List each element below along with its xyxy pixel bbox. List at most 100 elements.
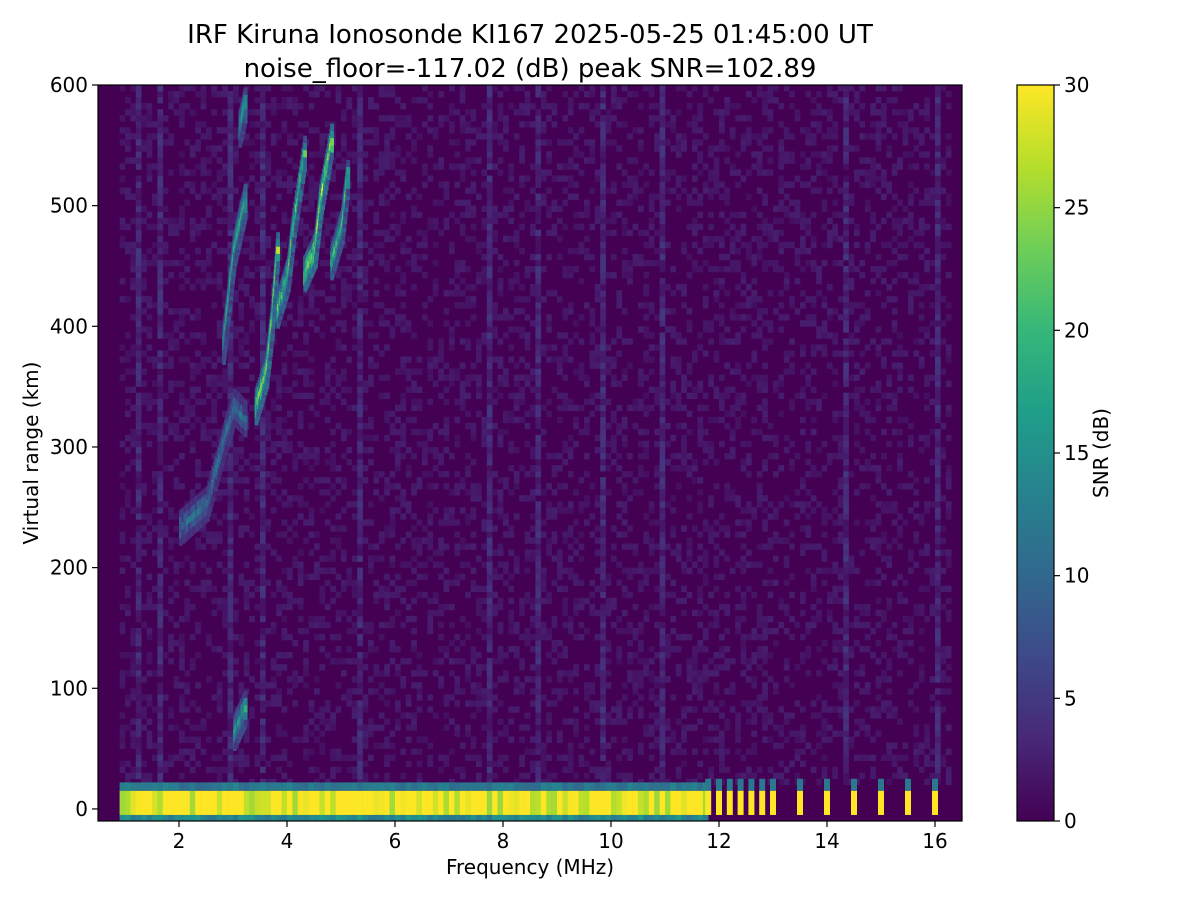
heatmap-cell bbox=[368, 139, 374, 146]
heatmap-cell bbox=[303, 193, 309, 200]
heatmap-cell bbox=[206, 676, 212, 683]
heatmap-cell bbox=[432, 507, 439, 514]
heatmap-cell bbox=[600, 157, 606, 164]
heatmap-cell bbox=[130, 368, 137, 375]
heatmap-cell bbox=[686, 320, 693, 327]
heatmap-cell bbox=[330, 453, 336, 460]
heatmap-cell bbox=[713, 682, 720, 689]
heatmap-cell bbox=[341, 398, 347, 406]
heatmap-cell bbox=[632, 187, 639, 194]
heatmap-cell bbox=[594, 700, 601, 707]
heatmap-cell bbox=[135, 627, 142, 635]
heatmap-cell bbox=[713, 278, 720, 285]
heatmap-cell bbox=[368, 332, 374, 339]
heatmap-cell bbox=[535, 531, 542, 538]
heatmap-cell bbox=[346, 700, 353, 707]
heatmap-cell bbox=[508, 531, 515, 538]
heatmap-cell bbox=[135, 760, 142, 768]
heatmap-cell bbox=[438, 121, 444, 128]
heatmap-cell bbox=[130, 350, 137, 357]
heatmap-cell bbox=[562, 265, 569, 273]
heatmap-cell bbox=[384, 736, 390, 743]
heatmap-cell bbox=[395, 428, 401, 436]
heatmap-cell bbox=[681, 724, 687, 731]
heatmap-cell bbox=[146, 531, 153, 538]
heatmap-cell bbox=[135, 362, 142, 369]
heatmap-cell bbox=[546, 103, 552, 110]
heatmap-cell bbox=[346, 688, 353, 695]
heatmap-cell bbox=[476, 555, 482, 562]
heatmap-cell bbox=[530, 646, 536, 653]
heatmap-cell bbox=[265, 163, 272, 170]
heatmap-cell bbox=[557, 754, 563, 761]
heatmap-cell bbox=[481, 501, 488, 508]
heatmap-cell bbox=[362, 151, 369, 158]
heatmap-cell bbox=[422, 453, 428, 460]
heatmap-cell bbox=[643, 326, 650, 333]
heatmap-cell bbox=[584, 736, 590, 743]
heatmap-cell bbox=[735, 332, 741, 339]
heatmap-cell bbox=[260, 320, 266, 327]
heatmap-cell bbox=[179, 85, 185, 92]
heatmap-cell bbox=[621, 338, 628, 345]
heatmap-cell bbox=[654, 694, 660, 701]
heatmap-cell bbox=[260, 513, 266, 520]
heatmap-cell bbox=[389, 507, 396, 514]
heatmap-cell bbox=[157, 772, 164, 780]
heatmap-cell bbox=[227, 139, 234, 146]
heatmap-cell bbox=[616, 380, 623, 387]
heatmap-cell bbox=[643, 259, 650, 267]
heatmap-cell bbox=[233, 633, 239, 641]
heatmap-cell bbox=[519, 145, 525, 152]
heatmap-cell bbox=[513, 446, 520, 454]
heatmap-cell bbox=[135, 320, 142, 327]
heatmap-cell bbox=[378, 495, 385, 502]
heatmap-cell bbox=[719, 278, 725, 285]
heatmap-cell bbox=[713, 706, 720, 713]
heatmap-cell bbox=[681, 561, 687, 568]
heatmap-cell bbox=[405, 193, 412, 200]
heatmap-cell bbox=[152, 549, 158, 556]
heatmap-cell bbox=[324, 459, 331, 466]
heatmap-cell bbox=[486, 670, 493, 677]
heatmap-cell bbox=[665, 326, 671, 333]
heatmap-cell bbox=[546, 597, 552, 605]
heatmap-cell bbox=[362, 694, 369, 701]
heatmap-cell bbox=[368, 754, 374, 761]
heatmap-cell bbox=[648, 121, 655, 128]
heatmap-cell bbox=[449, 748, 455, 755]
heatmap-cell bbox=[659, 664, 666, 671]
heatmap-cell bbox=[627, 175, 633, 182]
heatmap-cell bbox=[627, 362, 633, 369]
heatmap-cell bbox=[670, 380, 677, 387]
heatmap-cell bbox=[546, 676, 552, 683]
heatmap-cell bbox=[422, 302, 428, 309]
heatmap-cell bbox=[454, 543, 461, 550]
heatmap-cell bbox=[368, 103, 374, 110]
heatmap-cell bbox=[135, 567, 142, 574]
heatmap-cell bbox=[729, 247, 736, 255]
heatmap-cell bbox=[459, 742, 466, 749]
heatmap-cell bbox=[611, 597, 617, 605]
heatmap-cell bbox=[416, 778, 423, 786]
heatmap-cell bbox=[195, 308, 201, 315]
heatmap-cell bbox=[308, 483, 315, 490]
heatmap-cell bbox=[357, 314, 363, 321]
heatmap-cell bbox=[243, 603, 250, 611]
heatmap-cell bbox=[135, 597, 142, 605]
heatmap-cell bbox=[459, 121, 466, 128]
heatmap-cell bbox=[395, 700, 401, 707]
heatmap-cell bbox=[562, 440, 569, 448]
heatmap-cell bbox=[195, 332, 201, 339]
heatmap-cell bbox=[119, 356, 126, 363]
heatmap-cell bbox=[362, 290, 369, 297]
heatmap-cell bbox=[189, 410, 196, 418]
heatmap-cell bbox=[335, 658, 342, 665]
heatmap-cell bbox=[427, 344, 434, 351]
heatmap-cell bbox=[319, 646, 326, 653]
heatmap-cell bbox=[481, 585, 488, 593]
heatmap-cell bbox=[443, 585, 450, 593]
heatmap-cell bbox=[287, 157, 293, 164]
heatmap-cell bbox=[621, 507, 628, 514]
heatmap-cell bbox=[659, 350, 666, 357]
